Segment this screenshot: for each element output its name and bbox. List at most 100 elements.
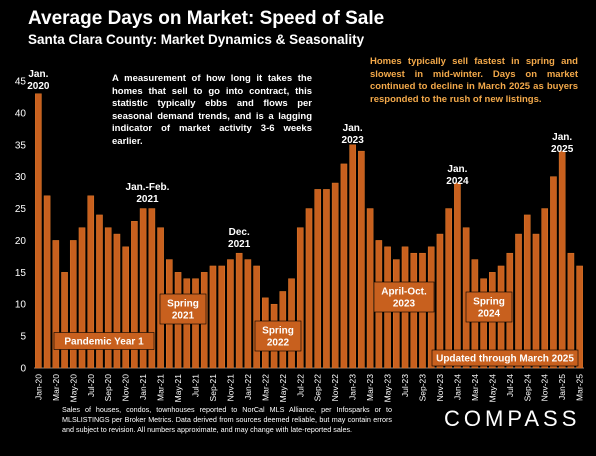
peak-label: 2024 [446,176,469,187]
bar [131,221,138,369]
y-tick-label: 0 [20,364,26,375]
y-tick-label: 25 [15,204,27,215]
axes: 0 5 10 15 20 25 30 35 40 45 Jan-20 Mar-20 May-20 Jul-… [15,77,585,403]
peak-label: Dec. [229,227,250,238]
period-label: Updated through March 2025 [436,354,574,365]
chart-subtitle: Santa Clara County: Market Dynamics & Se… [28,32,365,47]
bar [113,233,121,369]
x-tick-label: Sep-20 [103,374,113,402]
peak-label: Jan. [447,164,467,175]
bar [52,240,60,369]
bar [209,265,217,369]
compass-logo: COMPASS [444,406,581,431]
period-label: April-Oct. [381,287,427,298]
bar [550,176,557,369]
bar [323,189,330,369]
bar [331,182,339,369]
chart-title: Average Days on Market: Speed of Sale [28,8,385,29]
x-tick-label: Jan-23 [348,374,358,400]
insight-note: Homes typically sell fastest in spring a… [370,56,578,105]
peak-label: 2021 [136,194,159,205]
bar [96,214,103,369]
y-tick-label: 20 [15,236,27,247]
period-label-box [431,349,579,367]
period-label: Spring [262,326,294,337]
x-tick-label: May-23 [383,374,393,403]
bar [445,208,452,369]
x-tick-label: Sep-23 [417,374,427,402]
bar [218,265,225,369]
bar [558,150,566,369]
peak-label: Jan. [28,69,48,80]
x-tick-label: Jul-22 [295,374,305,397]
period-label-box [254,320,302,352]
bar [515,233,522,369]
x-tick-label: Mar-23 [365,374,375,401]
x-tick-label: May-24 [487,374,497,403]
bar [43,195,51,369]
x-tick-label: Sep-22 [313,374,323,402]
bar [366,208,374,369]
bar [139,208,147,369]
source-footnote: Sales of houses, condos, townhouses repo… [62,405,392,434]
period-label-box [159,293,207,325]
period-label-box [373,281,435,313]
bar [340,163,348,369]
x-tick-label: Jan-25 [557,374,567,400]
bar [235,252,243,369]
x-tick-label: Sep-21 [208,374,218,402]
bar [358,150,365,369]
x-tick-label: May-21 [173,374,183,403]
bar [393,259,400,369]
bar [567,252,575,369]
x-tick-label: Jan-20 [33,374,43,400]
y-tick-label: 10 [15,300,27,311]
peak-label: 2023 [342,135,365,146]
peak-label: 2020 [27,81,50,92]
bar [349,144,356,369]
x-tick-label: Jul-24 [505,374,515,397]
x-tick-label: Mar-20 [51,374,61,401]
x-tick-label: Jul-23 [400,374,410,397]
annotations: Jan.2020Jan.-Feb.2021Dec.2021Jan.2023Jan… [27,69,579,367]
bar [480,278,487,369]
y-tick-label: 40 [15,108,27,119]
bar [78,227,86,369]
y-tick-label: 15 [15,268,27,279]
period-label-box [53,332,155,350]
x-tick-label: Nov-23 [435,374,445,402]
period-label: Spring [473,297,505,308]
bar [296,227,304,369]
x-tick-label: Jul-20 [86,374,96,397]
bar [87,195,95,369]
peak-label: Jan. [552,132,572,143]
x-tick-label: Sep-24 [522,374,532,402]
description-text: A measurement of how long it takes the h… [112,73,312,147]
peak-label: 2021 [228,239,251,250]
y-tick-label: 35 [15,140,27,151]
bar [576,265,583,369]
bar [104,227,112,369]
bar [69,240,77,369]
x-tick-label: Jan-24 [452,374,462,400]
bar [122,246,129,369]
period-label-box [465,291,513,323]
x-tick-label: Mar-22 [260,374,270,401]
bar [305,208,313,369]
bar [532,233,540,369]
peak-label: Jan.-Feb. [126,182,170,193]
peak-label: Jan. [343,123,363,134]
y-tick-label: 5 [20,332,26,343]
y-tick-label: 30 [15,172,27,183]
bar [227,259,234,369]
x-tick-label: May-20 [68,374,78,403]
x-tick-label: Jul-21 [191,374,201,397]
period-label: 2024 [478,309,501,320]
bar [253,265,260,369]
bar [61,272,68,369]
bar [148,208,156,369]
bar [436,233,444,369]
y-tick-label: 45 [15,77,27,88]
period-label: 2021 [172,311,195,322]
